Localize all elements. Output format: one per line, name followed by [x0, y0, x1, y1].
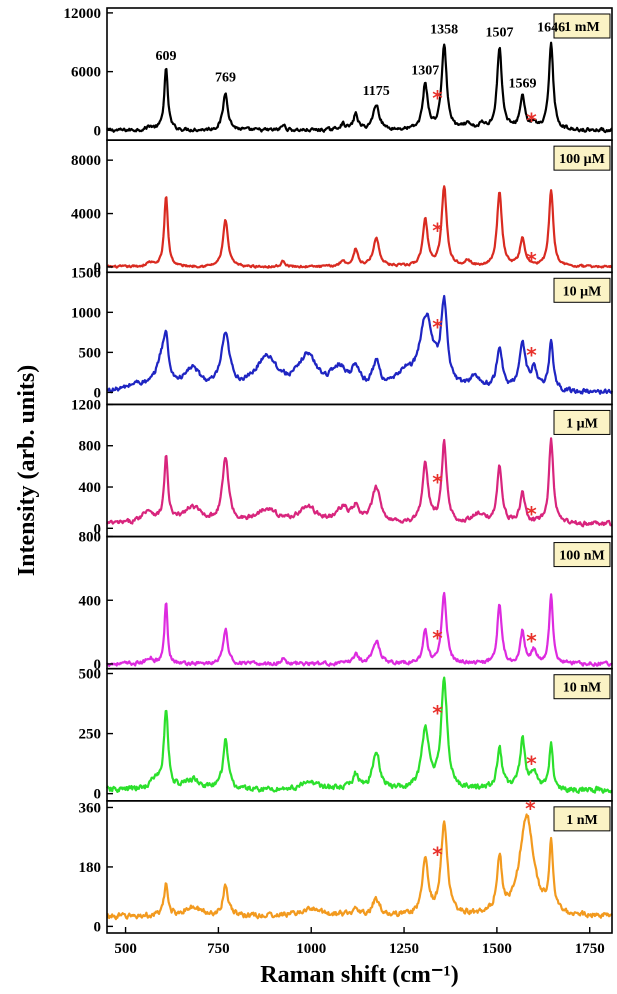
y-tick-label: 0: [94, 385, 102, 401]
panel-0: 0 6000 12000 1 mM 609 769 1175 1307 1358 1507 1569…: [64, 6, 613, 141]
series-line-0: [106, 41, 613, 134]
y-tick-label: 1200: [71, 397, 101, 413]
x-tick-label: 1000: [296, 941, 326, 957]
peak-label: 1646: [537, 20, 565, 35]
y-tick-label: 0: [94, 657, 102, 673]
x-tick-label: 1250: [389, 941, 419, 957]
asterisk-marker: *: [526, 751, 537, 775]
peak-label: 1569: [509, 76, 537, 91]
peak-label: 1175: [363, 84, 390, 99]
concentration-label: 1 μM: [566, 416, 598, 431]
concentration-label: 100 nM: [559, 549, 605, 564]
series-line-4: [106, 591, 613, 667]
asterisk-marker: *: [432, 315, 443, 339]
series-line-3: [106, 437, 613, 528]
x-tick-label: 1500: [482, 941, 512, 957]
panel-3: 0 400 800 1200 1 μM * *: [71, 397, 613, 538]
y-tick-label: 400: [79, 593, 102, 609]
asterisk-marker: *: [526, 109, 537, 133]
concentration-label-box: [553, 145, 611, 171]
y-tick-label: 250: [79, 727, 102, 743]
concentration-label-box: [553, 409, 611, 435]
y-tick-label: 0: [94, 919, 102, 935]
peak-label: 1307: [411, 64, 439, 79]
y-tick-label: 0: [94, 521, 102, 537]
concentration-label: 1 mM: [564, 20, 599, 35]
y-tick-label: 180: [79, 860, 102, 876]
x-tick-label: 500: [114, 941, 137, 957]
peak-label: 769: [215, 70, 236, 85]
panel-5: 0 250 500 10 nM * *: [79, 667, 613, 803]
concentration-label-box: [553, 674, 611, 700]
y-tick-label: 500: [79, 345, 102, 361]
panel-2: 0 500 1000 1500 10 μM * *: [71, 265, 614, 406]
peak-label: 1507: [485, 25, 513, 40]
concentration-label-box: [553, 13, 611, 39]
y-tick-label: 0: [94, 787, 102, 803]
asterisk-marker: *: [526, 502, 537, 526]
peak-label: 1358: [430, 22, 458, 37]
concentration-label-box: [553, 277, 611, 303]
concentration-label-box: [553, 542, 611, 568]
series-line-5: [106, 676, 613, 794]
y-tick-label: 800: [79, 439, 102, 455]
asterisk-marker: *: [432, 701, 443, 725]
y-axis-title: Intensity (arb. units): [14, 365, 40, 576]
peak-label: 609: [156, 49, 177, 64]
y-tick-label: 6000: [71, 65, 101, 81]
concentration-label-box: [553, 806, 611, 832]
y-tick-label: 800: [79, 530, 102, 546]
concentration-label: 10 μM: [563, 284, 602, 299]
series-line-2: [106, 294, 614, 395]
x-tick-label: 1750: [575, 941, 605, 957]
y-tick-label: 400: [79, 480, 102, 496]
series-line-6: [106, 813, 613, 921]
asterisk-marker: *: [432, 86, 443, 110]
asterisk-marker: *: [432, 470, 443, 494]
x-tick-label: 750: [207, 941, 230, 957]
y-tick-label: 360: [79, 800, 102, 816]
panel-6: 0 180 360 1 nM * *: [79, 796, 613, 935]
asterisk-marker: *: [432, 219, 443, 243]
y-tick-label: 8000: [71, 153, 101, 169]
asterisk-marker: *: [525, 796, 536, 820]
panel-1: 0 4000 8000 100 μM * *: [71, 139, 613, 276]
y-tick-label: 500: [79, 667, 102, 683]
y-tick-label: 12000: [64, 6, 102, 22]
panel-4: 0 400 800 100 nM * *: [79, 530, 613, 673]
asterisk-marker: *: [432, 843, 443, 867]
concentration-label: 100 μM: [559, 152, 605, 167]
y-tick-label: 0: [94, 123, 102, 139]
y-tick-label: 1000: [71, 305, 101, 321]
concentration-label: 1 nM: [566, 813, 598, 828]
series-line-1: [106, 185, 613, 269]
asterisk-marker: *: [432, 626, 443, 650]
x-axis: 500 750 1000 1250 1500 1750: [114, 927, 605, 957]
y-tick-label: 1500: [71, 265, 101, 281]
asterisk-marker: *: [526, 629, 537, 653]
y-tick-label: 0: [94, 260, 102, 276]
y-tick-label: 4000: [71, 207, 101, 223]
asterisk-marker: *: [526, 343, 537, 367]
x-axis-title: Raman shift (cm⁻¹): [260, 962, 459, 988]
asterisk-marker: *: [526, 248, 537, 272]
panel-frame: [106, 271, 613, 406]
concentration-label: 10 nM: [563, 681, 602, 696]
